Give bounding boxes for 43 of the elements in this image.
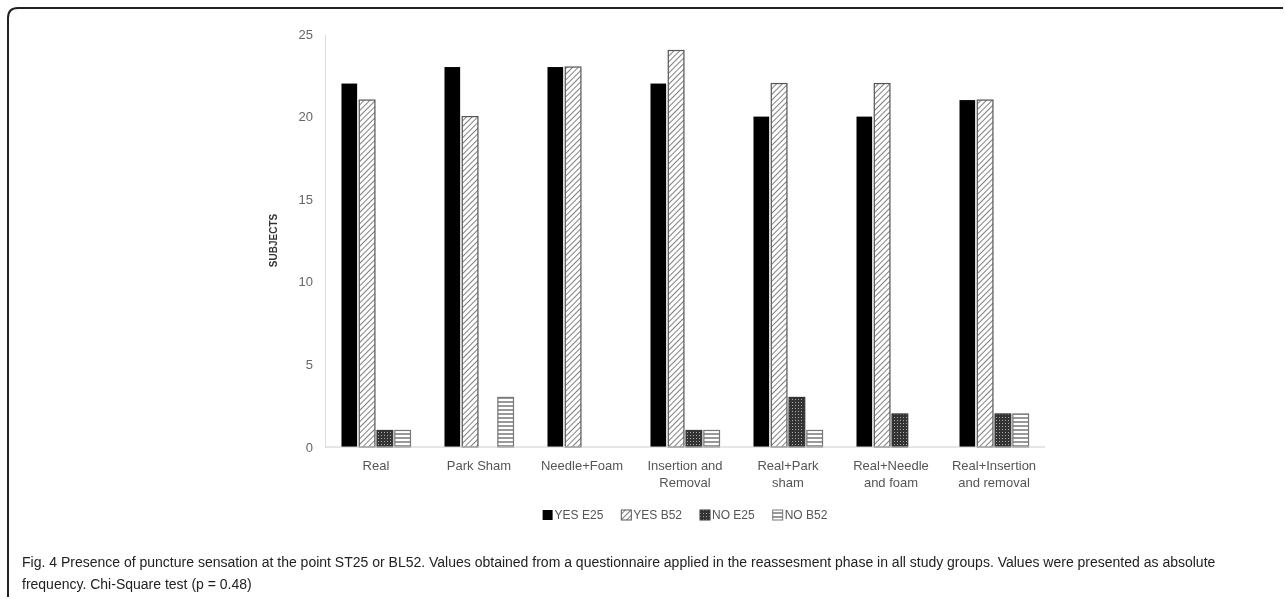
x-tick-label: Real [362,458,390,473]
bar [856,116,873,447]
x-tick-label: Park Sham [446,458,512,473]
bar [873,82,891,448]
bar [1012,413,1030,448]
legend-label: NO B52 [784,508,828,522]
bar [685,429,703,448]
bar [497,396,515,448]
x-tick-label: Needle+Foam [540,458,624,473]
bar [994,413,1012,448]
bar [341,83,358,447]
legend-label: YES B52 [633,508,683,522]
x-tick-label: Real+Park sham [757,458,820,490]
bar [376,429,394,448]
x-tick-label: Insertion and Removal [647,458,723,490]
bar [394,429,412,448]
bar [891,413,909,448]
bar [564,66,582,448]
caption: Fig. 4 Presence of puncture sensation at the point ST25 or BL52. Values obtained from a questionnaire applied in the reassesment phase in all study groups. Values were presented as absolute frequency. Chi-Square test (p = 0.48) [22,554,1216,592]
bar [976,99,994,448]
y-axis-title: SUBJECTS [268,213,279,268]
bar [358,99,376,448]
legend-label: NO E25 [712,508,756,522]
bar [788,396,806,448]
bar [959,100,976,447]
y-tick-label: 15 [298,191,313,207]
bar [806,429,824,448]
bar [667,49,685,448]
y-tick-label: 20 [298,109,313,125]
x-tick-label: Real+Insertion and removal [951,458,1037,490]
y-tick-label: 10 [298,274,313,290]
y-tick-label: 5 [305,357,313,373]
y-tick-label: 25 [298,26,313,42]
bar [753,116,770,447]
x-tick-label: Real+Needle and foam [853,458,929,490]
bar [547,67,564,447]
legend-label: YES E25 [554,508,604,522]
bar [770,82,788,448]
bar [703,429,721,448]
bar [650,83,667,447]
bar [444,67,461,447]
bar [461,116,479,448]
y-tick-label: 0 [305,439,313,455]
